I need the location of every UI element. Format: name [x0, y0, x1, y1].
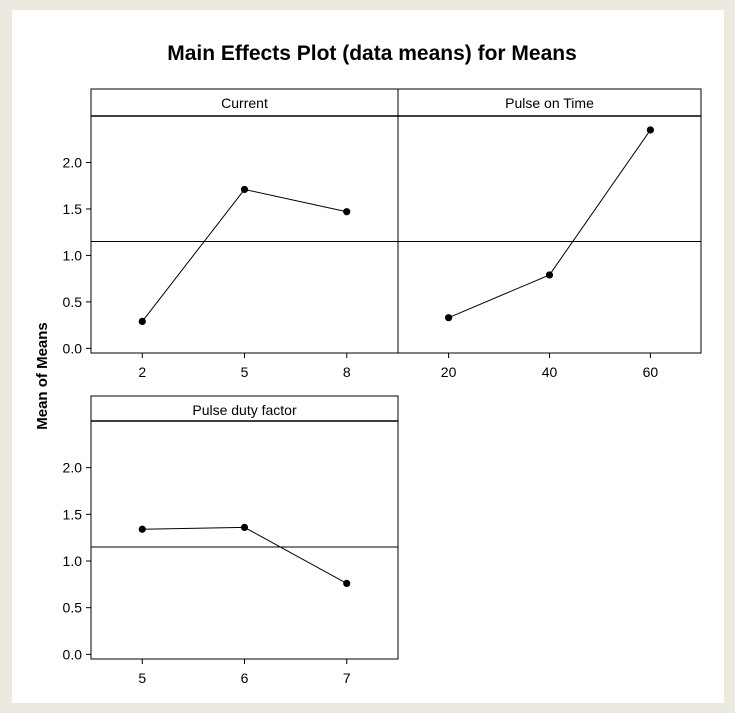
panel-frame-pulse-on-time: [397, 88, 702, 354]
x-tick-label-current-2: 8: [343, 364, 351, 380]
y-tick-label-current-4: 2.0: [63, 154, 83, 170]
panel-frame-current: [90, 88, 399, 354]
data-point-pulse-on-time-20: [445, 314, 453, 322]
data-point-pulse-on-time-40: [545, 271, 554, 279]
data-point-current-8: [343, 208, 351, 216]
x-tick-label-pulse-on-time-1: 40: [542, 364, 558, 380]
y-tick-label-current-0: 0.0: [63, 340, 83, 356]
y-tick-label-current-2: 1.0: [63, 247, 83, 263]
data-point-current-5: [240, 185, 249, 194]
y-tick-label-pulse-duty-factor-0: 0.0: [63, 646, 83, 662]
series-line-pulse-duty-factor: [142, 526, 347, 584]
panel-strip-label-pulse-duty-factor: Pulse duty factor: [192, 402, 297, 418]
panel-strip-label-current: Current: [221, 95, 268, 111]
data-point-pulse-duty-factor-5: [138, 525, 146, 533]
x-tick-label-pulse-on-time-2: 60: [643, 364, 659, 380]
main-effects-chart: Main Effects Plot (data means) for Means…: [34, 42, 702, 686]
x-tick-label-pulse-duty-factor-1: 6: [241, 670, 249, 686]
data-point-pulse-duty-factor-6: [240, 523, 249, 532]
y-tick-label-pulse-duty-factor-1: 0.5: [63, 600, 83, 616]
x-tick-label-pulse-duty-factor-2: 7: [343, 670, 351, 686]
x-tick-label-pulse-on-time-0: 20: [441, 364, 457, 380]
y-tick-label-current-1: 0.5: [63, 294, 83, 310]
data-point-current-2: [138, 317, 146, 325]
data-point-pulse-duty-factor-7: [343, 579, 351, 588]
series-line-pulse-on-time: [448, 129, 651, 319]
y-tick-label-current-3: 1.5: [63, 201, 83, 217]
y-tick-label-pulse-duty-factor-2: 1.0: [63, 553, 83, 569]
y-tick-label-pulse-duty-factor-4: 2.0: [63, 460, 83, 476]
x-tick-label-pulse-duty-factor-0: 5: [138, 670, 146, 686]
data-point-pulse-on-time-60: [646, 126, 654, 134]
chart-title: Main Effects Plot (data means) for Means: [167, 42, 577, 65]
y-tick-label-pulse-duty-factor-3: 1.5: [63, 506, 83, 522]
series-line-current: [141, 188, 347, 322]
main-effects-figure: Main Effects Plot (data means) for Means…: [12, 10, 724, 703]
y-axis-label: Mean of Means: [34, 322, 51, 430]
x-tick-label-current-0: 2: [138, 364, 146, 380]
panel-strip-label-pulse-on-time: Pulse on Time: [505, 95, 594, 111]
x-tick-label-current-1: 5: [241, 364, 249, 380]
